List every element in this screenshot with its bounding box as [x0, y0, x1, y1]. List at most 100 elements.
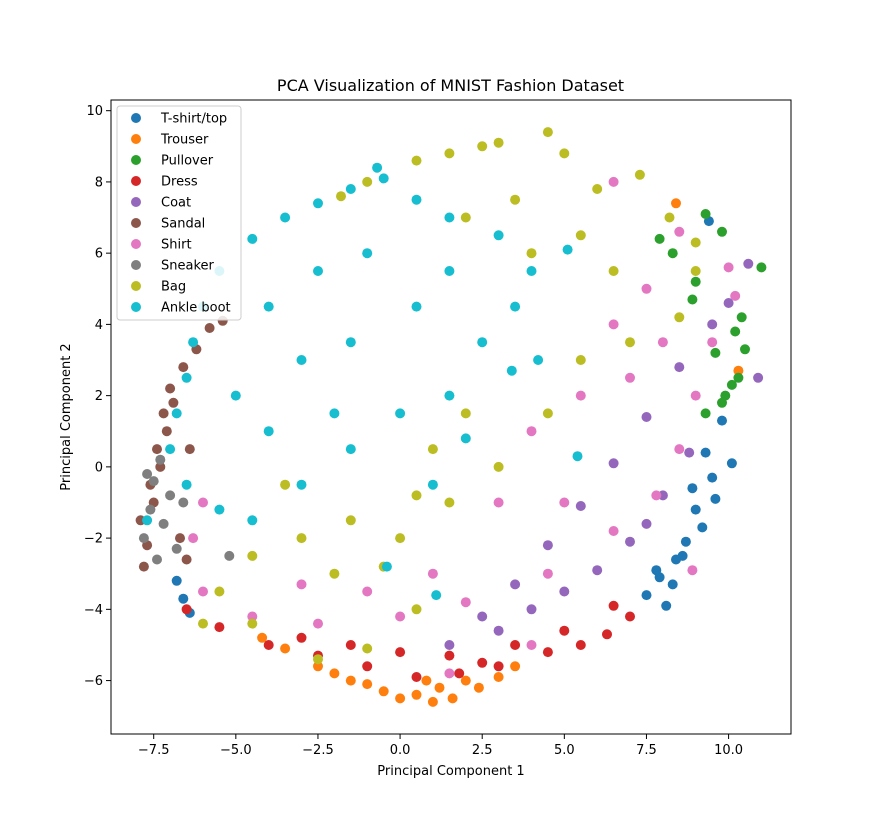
data-point [431, 590, 442, 601]
data-point [733, 365, 744, 376]
data-point [506, 365, 517, 376]
legend-label: Sneaker [161, 259, 215, 274]
data-point [690, 266, 701, 276]
data-point [378, 173, 389, 184]
data-point [559, 497, 570, 508]
y-axis: −6 −4 −2 0 2 4 6 8 10 [84, 104, 111, 689]
data-point [181, 372, 192, 383]
data-point [329, 568, 340, 579]
y-tick-label: −2 [84, 532, 103, 547]
data-point [395, 647, 406, 658]
data-point [542, 540, 553, 551]
data-point [460, 212, 471, 223]
data-point [671, 198, 681, 209]
data-point [608, 458, 619, 469]
legend-label: Ankle boot [161, 301, 231, 316]
legend-marker [131, 281, 141, 291]
data-point [362, 586, 373, 597]
data-point [559, 625, 570, 636]
data-point [641, 518, 652, 529]
data-point [280, 643, 291, 654]
x-axis-label: Principal Component 1 [377, 764, 524, 779]
series-6 [188, 176, 741, 679]
data-point [707, 472, 718, 483]
y-tick-label: −4 [84, 603, 103, 618]
data-point [526, 248, 537, 259]
data-point [477, 657, 488, 668]
data-point [592, 565, 603, 576]
data-point [575, 390, 586, 401]
series-2 [654, 209, 767, 419]
data-point [395, 408, 406, 419]
data-point [493, 497, 504, 508]
data-point [427, 444, 438, 455]
data-point [510, 194, 521, 205]
data-point [690, 504, 701, 515]
data-point [510, 640, 521, 650]
data-point [421, 675, 432, 686]
data-point [473, 682, 484, 693]
data-point [717, 415, 727, 426]
data-point [171, 575, 182, 586]
data-point [608, 600, 619, 611]
data-point [674, 444, 685, 455]
legend-label: Sandal [161, 217, 205, 232]
data-point [687, 483, 698, 494]
x-tick-label: −5.0 [220, 743, 252, 758]
data-point [710, 493, 721, 504]
data-point [362, 643, 373, 654]
data-point [661, 600, 672, 611]
data-point [188, 533, 199, 544]
legend-marker [131, 239, 141, 249]
data-point [625, 536, 635, 547]
data-point [345, 515, 356, 526]
data-point [542, 568, 553, 579]
data-point [542, 647, 553, 658]
data-point [710, 347, 721, 358]
data-point [460, 433, 471, 444]
data-point [667, 579, 678, 590]
data-point [444, 212, 455, 223]
data-point [263, 640, 274, 650]
data-point [700, 408, 711, 419]
data-point [145, 504, 156, 515]
data-point [184, 444, 195, 455]
data-point [372, 162, 383, 173]
data-point [296, 355, 307, 365]
series-1 [257, 198, 744, 707]
y-tick-label: 2 [95, 389, 103, 404]
data-point [707, 337, 718, 348]
data-point [345, 184, 356, 194]
data-point [493, 661, 504, 672]
data-point [161, 426, 172, 437]
data-point [444, 668, 455, 679]
data-point [510, 661, 521, 672]
data-point [336, 191, 346, 202]
data-point [427, 696, 438, 707]
data-point [247, 618, 258, 629]
data-point [641, 412, 652, 422]
data-point [493, 230, 504, 241]
data-point [575, 230, 586, 241]
legend-marker [131, 218, 141, 228]
y-tick-label: 6 [95, 247, 103, 262]
data-point [460, 675, 471, 686]
data-point [477, 611, 488, 622]
data-point [168, 397, 179, 408]
data-point [477, 141, 488, 152]
data-point [434, 682, 445, 693]
data-point [654, 233, 665, 244]
series-0 [171, 216, 737, 618]
data-point [204, 323, 215, 333]
x-tick-label: 10.0 [714, 743, 743, 758]
data-point [641, 590, 652, 601]
data-point [247, 550, 258, 561]
data-point [625, 337, 635, 348]
data-point [460, 408, 471, 419]
data-point [427, 479, 438, 490]
data-point [753, 372, 764, 383]
plot-frame [110, 99, 792, 735]
data-point [493, 137, 504, 148]
data-point [411, 301, 422, 312]
